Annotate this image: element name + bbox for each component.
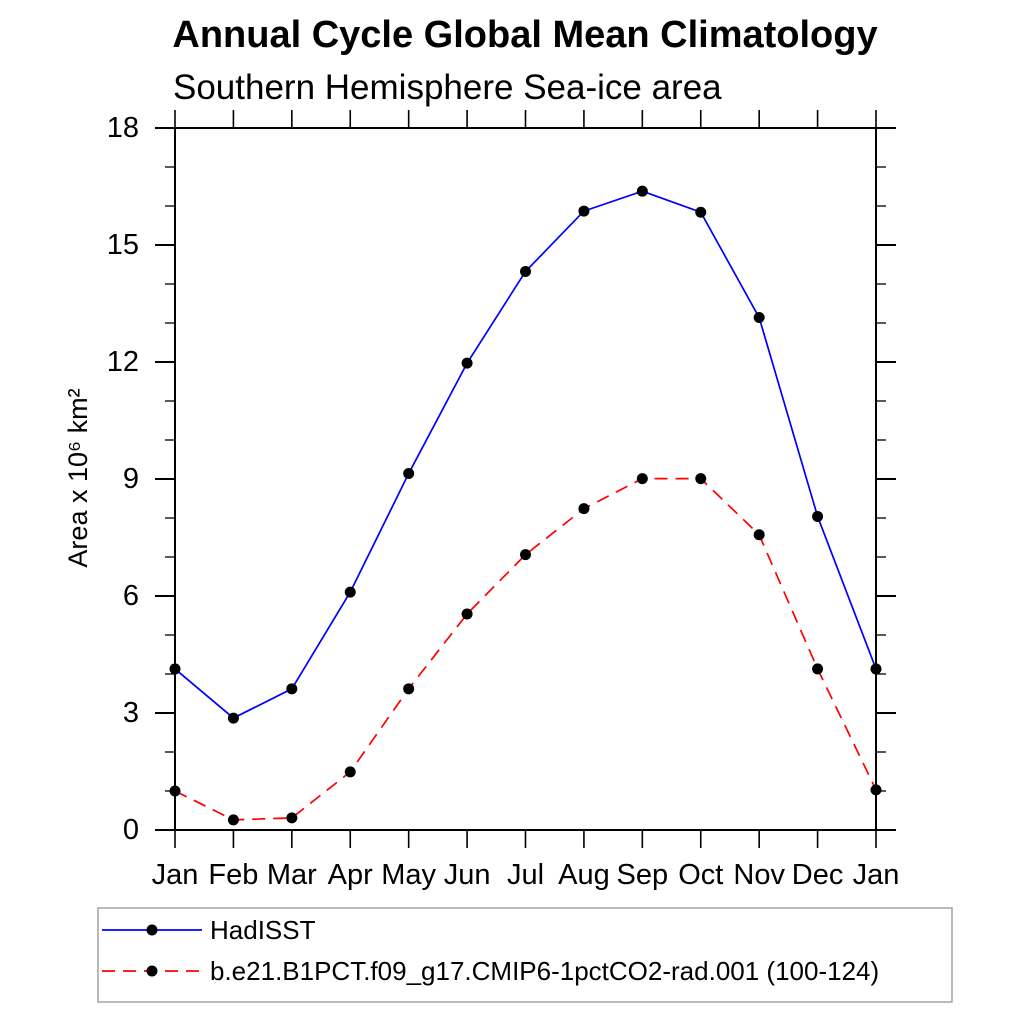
data-point [169, 663, 181, 675]
data-point [227, 712, 239, 724]
y-tick-label: 9 [123, 463, 139, 495]
x-tick-label: Feb [208, 859, 258, 891]
x-tick-label: Nov [733, 859, 785, 891]
series-line-1 [174, 477, 877, 821]
x-tick-label: Mar [267, 859, 317, 891]
legend-sample-marker-0 [146, 924, 158, 936]
x-tick-label: Jun [444, 859, 491, 891]
legend: HadISST b.e21.B1PCT.f09_g17.CMIP6-1pctCO… [97, 907, 953, 1003]
data-series [169, 185, 882, 826]
data-point [578, 205, 590, 217]
data-point [695, 473, 707, 485]
x-tick-label: Apr [328, 859, 373, 891]
x-tick-label: Dec [792, 859, 844, 891]
chart-subtitle: Southern Hemisphere Sea-ice area [173, 68, 722, 107]
data-point [812, 510, 824, 522]
data-point [636, 473, 648, 485]
y-axis-label: Area x 10⁶ km² [63, 388, 93, 567]
data-point [636, 185, 648, 197]
x-tick-label: Jul [507, 859, 544, 891]
data-point [403, 683, 415, 695]
data-point [578, 503, 590, 515]
data-point [461, 608, 473, 620]
x-tick-label: May [381, 859, 436, 891]
plot-frame [174, 127, 877, 831]
data-point [344, 586, 356, 598]
chart-title: Annual Cycle Global Mean Climatology [172, 14, 877, 56]
y-tick-label: 15 [107, 229, 139, 261]
data-point [695, 206, 707, 218]
data-point [870, 663, 882, 675]
axis-ticks [155, 110, 896, 848]
legend-box [97, 907, 953, 1003]
data-point [227, 814, 239, 826]
legend-label-hadisst: HadISST [210, 915, 316, 945]
y-tick-label: 3 [123, 697, 139, 729]
data-point [403, 468, 415, 480]
data-point [753, 529, 765, 541]
data-point [520, 266, 531, 278]
x-tick-label: Sep [617, 859, 669, 891]
x-tick-label: Jan [152, 859, 199, 891]
legend-sample-marker-1 [146, 965, 158, 977]
data-point [461, 357, 473, 369]
x-tick-label: Aug [558, 859, 610, 891]
x-tick-labels: Jan Feb Mar Apr May Jun Jul Aug Sep Oct Nov Dec Jan [152, 859, 900, 891]
plot-border [174, 127, 877, 831]
data-point [344, 766, 356, 778]
data-point [286, 812, 298, 824]
data-point [753, 312, 765, 324]
y-tick-label: 0 [123, 814, 139, 846]
data-point [169, 785, 181, 797]
y-tick-label: 18 [107, 112, 139, 144]
legend-line-samples [102, 924, 202, 977]
y-tick-label: 6 [123, 580, 139, 612]
data-point [812, 663, 824, 675]
data-point [286, 683, 298, 695]
x-tick-label: Oct [678, 859, 723, 891]
data-point [520, 549, 531, 561]
legend-label-model: b.e21.B1PCT.f09_g17.CMIP6-1pctCO2-rad.00… [210, 956, 879, 986]
y-tick-label: 12 [107, 346, 139, 378]
x-tick-label: Jan [853, 859, 900, 891]
data-point [870, 784, 882, 796]
y-tick-labels: 0 3 6 9 12 15 18 [107, 112, 139, 846]
